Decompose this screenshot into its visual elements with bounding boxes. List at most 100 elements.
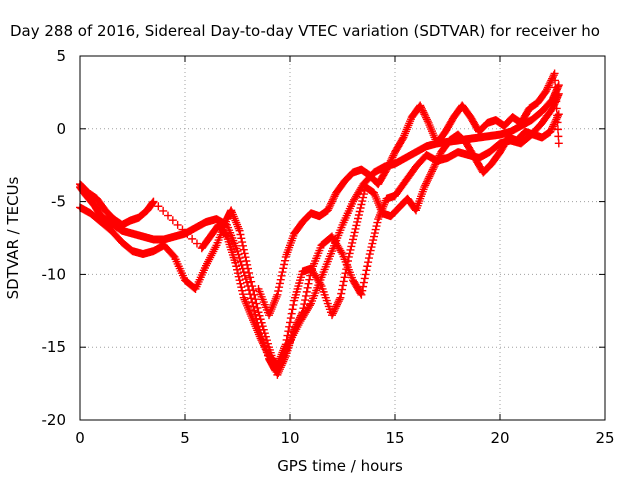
data-point bbox=[222, 231, 231, 240]
data-point bbox=[295, 315, 304, 324]
data-point bbox=[326, 201, 335, 210]
data-point bbox=[425, 172, 434, 181]
data-point bbox=[543, 83, 552, 92]
data-point bbox=[364, 254, 373, 263]
data-point bbox=[286, 314, 295, 323]
data-point bbox=[332, 302, 341, 311]
data-point bbox=[238, 238, 247, 247]
data-point bbox=[253, 303, 262, 312]
data-point bbox=[547, 125, 556, 134]
data-point bbox=[188, 234, 197, 243]
data-point bbox=[433, 155, 442, 164]
data-point bbox=[301, 296, 310, 305]
data-point bbox=[383, 163, 392, 172]
data-point bbox=[429, 163, 438, 172]
data-point bbox=[420, 183, 429, 192]
data-point bbox=[244, 264, 252, 273]
data-point bbox=[302, 287, 311, 296]
data-point bbox=[254, 308, 263, 317]
data-point bbox=[260, 343, 269, 352]
data-point bbox=[330, 305, 339, 314]
data-point bbox=[369, 236, 378, 245]
data-point bbox=[427, 167, 436, 176]
data-point bbox=[286, 318, 294, 327]
data-point bbox=[353, 217, 362, 226]
data-point bbox=[290, 325, 299, 334]
data-point bbox=[328, 311, 336, 320]
data-point bbox=[256, 315, 265, 324]
data-point bbox=[252, 299, 261, 308]
data-point bbox=[544, 81, 553, 90]
data-point bbox=[548, 122, 557, 131]
data-point bbox=[237, 234, 246, 243]
data-point bbox=[275, 279, 284, 288]
data-point bbox=[274, 368, 283, 377]
data-point bbox=[426, 170, 435, 179]
data-point bbox=[373, 218, 382, 227]
data-point bbox=[173, 220, 182, 229]
data-point bbox=[349, 231, 358, 240]
data-point bbox=[192, 239, 201, 248]
data-point bbox=[241, 275, 250, 284]
data-point bbox=[338, 281, 347, 290]
data-point bbox=[549, 71, 558, 80]
data-point bbox=[236, 279, 245, 288]
data-point bbox=[242, 257, 251, 266]
data-point bbox=[300, 300, 309, 309]
data-point bbox=[389, 151, 398, 160]
data-point bbox=[259, 341, 268, 350]
data-point bbox=[243, 260, 252, 269]
data-point bbox=[237, 283, 246, 292]
data-point bbox=[421, 181, 430, 190]
data-point bbox=[329, 307, 338, 316]
data-point bbox=[274, 286, 283, 295]
data-point bbox=[249, 286, 258, 295]
data-point bbox=[419, 108, 428, 117]
data-point bbox=[418, 106, 427, 115]
data-point bbox=[553, 111, 562, 120]
data-point bbox=[416, 101, 425, 110]
data-point bbox=[423, 117, 432, 126]
y-axis-label: SDTVAR / TECUs bbox=[4, 176, 22, 299]
data-point bbox=[551, 83, 560, 92]
data-point bbox=[384, 162, 393, 171]
data-point bbox=[257, 336, 266, 345]
data-point bbox=[347, 242, 356, 251]
data-point bbox=[359, 282, 368, 291]
data-point bbox=[258, 337, 267, 346]
data-point bbox=[235, 226, 244, 235]
data-point bbox=[277, 271, 286, 280]
data-point bbox=[276, 275, 285, 284]
data-point bbox=[335, 295, 344, 304]
data-point bbox=[433, 156, 441, 165]
data-point bbox=[366, 246, 375, 255]
data-point bbox=[372, 222, 381, 231]
data-point bbox=[343, 257, 352, 266]
data-point bbox=[417, 103, 426, 112]
data-point bbox=[305, 301, 314, 310]
data-point bbox=[242, 278, 251, 287]
data-point bbox=[552, 97, 561, 106]
data-point bbox=[420, 110, 429, 119]
data-point bbox=[238, 241, 247, 250]
data-point bbox=[388, 153, 397, 162]
data-point bbox=[294, 316, 303, 325]
data-point bbox=[328, 309, 337, 318]
data-point bbox=[233, 269, 242, 278]
data-point bbox=[431, 160, 440, 169]
data-point bbox=[239, 268, 248, 277]
data-point bbox=[545, 79, 554, 88]
data-point bbox=[359, 193, 368, 202]
data-point bbox=[385, 158, 394, 167]
data-point bbox=[154, 202, 163, 211]
data-point bbox=[554, 139, 563, 148]
data-point bbox=[260, 329, 269, 338]
data-point bbox=[428, 165, 437, 174]
data-point bbox=[261, 344, 270, 353]
y-tick-label: -5 bbox=[51, 193, 66, 211]
data-point bbox=[359, 190, 368, 199]
data-point bbox=[542, 86, 551, 95]
data-point bbox=[349, 235, 357, 244]
data-point bbox=[296, 311, 305, 320]
